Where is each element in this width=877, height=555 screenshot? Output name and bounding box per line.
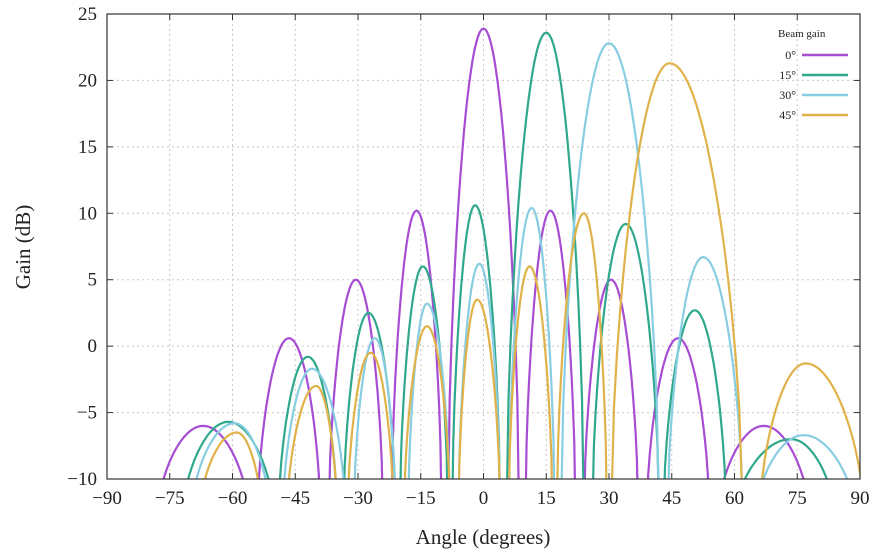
x-tick-label: 0 — [479, 488, 489, 509]
grid-lines — [107, 14, 860, 479]
legend-title: Beam gain — [778, 28, 826, 40]
lobe-curve — [663, 309, 727, 479]
lobe-curve — [583, 278, 639, 479]
legend-label: 15° — [779, 68, 796, 82]
legend-label: 30° — [779, 88, 796, 102]
legend-label: 0° — [785, 48, 796, 62]
x-tick-label: 15 — [537, 488, 556, 509]
y-tick-label: −5 — [77, 403, 97, 424]
x-tick-label: −15 — [406, 488, 436, 509]
lobe-curve — [762, 434, 849, 479]
x-tick-label: −30 — [343, 488, 373, 509]
y-tick-label: −10 — [67, 469, 97, 490]
lobe-curve — [560, 42, 660, 479]
x-tick-label: −60 — [218, 488, 248, 509]
x-tick-label: −75 — [155, 488, 185, 509]
x-tick-label: 45 — [662, 488, 681, 509]
x-tick-label: −45 — [280, 488, 310, 509]
lobe-curve — [283, 367, 345, 479]
x-axis-ticks: −90 −75 −60 −45 −30 −15 0 15 30 45 60 75 90 — [92, 14, 870, 509]
y-axis-ticks: −10 −5 0 5 10 15 20 25 — [67, 4, 860, 490]
legend: Beam gain 0° 15° 30° 45° — [778, 28, 848, 122]
x-axis-title: Angle (degrees) — [416, 525, 551, 549]
lobe-curve — [457, 262, 501, 479]
lobe-curve — [257, 337, 321, 479]
x-tick-label: 75 — [788, 488, 807, 509]
x-tick-label: 60 — [725, 488, 744, 509]
lobe-curve — [162, 424, 244, 479]
y-tick-label: 15 — [78, 137, 97, 158]
lobe-curve — [556, 212, 608, 479]
x-tick-label: −90 — [92, 488, 122, 509]
lobe-curve — [353, 337, 396, 479]
x-tick-label: 90 — [851, 488, 870, 509]
x-tick-label: 30 — [600, 488, 619, 509]
lobe-curve — [508, 265, 553, 479]
lobe-curve — [203, 431, 259, 479]
lobe-curve — [391, 209, 443, 479]
lobe-curve — [457, 298, 501, 479]
lobe-curve — [508, 206, 556, 479]
y-axis-title: Gain (dB) — [11, 205, 35, 290]
y-tick-label: 0 — [88, 336, 98, 357]
series-line — [203, 62, 860, 479]
y-tick-label: 5 — [88, 270, 98, 291]
lobe-curve — [760, 362, 860, 479]
lobe-curve — [403, 325, 451, 479]
lobe-curve — [347, 351, 394, 479]
series-layer — [162, 27, 860, 479]
y-tick-label: 10 — [78, 203, 97, 224]
lobe-curve — [451, 204, 501, 479]
y-tick-label: 20 — [78, 70, 97, 91]
y-tick-label: 25 — [78, 4, 97, 25]
lobe-curve — [667, 256, 743, 479]
lobe-curve — [447, 27, 520, 479]
lobe-curve — [592, 222, 660, 479]
lobe-curve — [287, 384, 337, 479]
lobe-curve — [723, 424, 805, 479]
lobe-curve — [611, 62, 743, 479]
series-line — [195, 42, 849, 479]
lobe-curve — [506, 31, 585, 479]
legend-label: 45° — [779, 108, 796, 122]
lobe-curve — [195, 422, 267, 479]
